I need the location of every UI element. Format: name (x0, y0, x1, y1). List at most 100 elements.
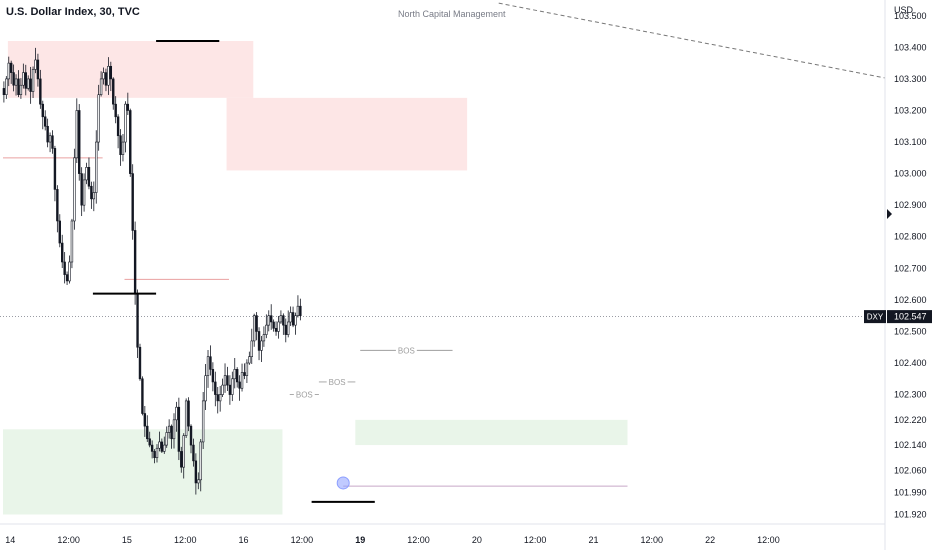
candle-body (260, 340, 263, 351)
candle-body (201, 400, 205, 443)
time-tick-label: 12:00 (407, 535, 430, 545)
candle-body (143, 413, 147, 427)
swing-low-marker[interactable] (336, 476, 350, 490)
currency-unit: USD (894, 5, 914, 15)
price-tick-label: 102.140 (894, 440, 927, 450)
candle-body (238, 381, 241, 389)
candle-body (248, 356, 251, 364)
price-tick-label: 102.700 (894, 263, 927, 273)
price-tick-label: 103.300 (894, 74, 927, 84)
candle-body (214, 381, 217, 395)
time-tick-label: 12:00 (174, 535, 197, 545)
candle-body (14, 78, 18, 86)
candle-body (274, 327, 278, 332)
candle-body (296, 305, 300, 316)
candle-body (126, 103, 130, 111)
candle-body (189, 425, 193, 446)
candle-body (109, 65, 113, 80)
bos-label: BOS (296, 391, 313, 400)
candle-body (226, 375, 229, 386)
candle-body (155, 447, 159, 459)
candle-body (211, 369, 215, 383)
candle-body (206, 356, 210, 376)
candle-body (114, 103, 117, 118)
price-tick-label: 103.100 (894, 137, 927, 147)
candle-body (68, 261, 71, 282)
candle-body (131, 173, 134, 231)
time-tick-label: 19 (355, 535, 365, 545)
candle-body (19, 84, 23, 95)
candle-body (73, 157, 76, 222)
candle-body (287, 321, 290, 335)
candle-body (272, 321, 275, 329)
candle-body (255, 315, 258, 332)
axis-scroll-arrow-icon[interactable] (887, 209, 892, 219)
candle-body (163, 444, 166, 452)
candle-body (184, 400, 188, 436)
candle-body (46, 125, 49, 143)
candle-body (250, 340, 253, 357)
candle-body (82, 179, 86, 206)
symbol-title: U.S. Dollar Index, 30, TVC (6, 6, 140, 18)
candle-body (124, 103, 127, 143)
candle-body (243, 372, 246, 376)
candles (2, 47, 302, 495)
time-tick-label: 15 (122, 535, 132, 545)
symbol-tag: DXY (867, 313, 884, 322)
candle-body (65, 274, 69, 282)
candle-body (75, 110, 79, 159)
candle-body (51, 135, 54, 149)
candle-body (87, 167, 91, 187)
candle-body (277, 321, 280, 332)
price-tick-label: 102.220 (894, 415, 927, 425)
candle-body (97, 94, 100, 143)
candle-body (2, 88, 6, 95)
candle-body (39, 78, 42, 105)
time-tick-label: 12:00 (524, 535, 547, 545)
candle-body (199, 441, 202, 481)
candle-body (172, 419, 176, 440)
candle-body (70, 220, 74, 263)
candle-body (112, 78, 115, 105)
candle-body (228, 384, 232, 395)
candle-body (267, 315, 270, 326)
candle-body (99, 78, 103, 95)
candle-body (22, 72, 25, 86)
candle-body (61, 242, 64, 263)
candle-body (182, 435, 185, 468)
candle-body (36, 59, 40, 80)
candle-body (257, 331, 261, 351)
candle-body (56, 189, 59, 222)
candle-body (146, 425, 149, 440)
candle-body (289, 312, 292, 323)
candle-body (170, 425, 173, 440)
candle-body (95, 141, 98, 193)
candle-body (90, 185, 93, 200)
candle-body (92, 192, 96, 200)
candle-body (235, 369, 239, 383)
candle-body (107, 65, 110, 86)
candle-body (177, 406, 181, 452)
candle-body (252, 315, 256, 342)
time-tick-label: 12:00 (291, 535, 314, 545)
candle-body (148, 438, 151, 446)
candle-body (265, 324, 268, 335)
candle-body (34, 59, 37, 70)
candle-body (5, 78, 8, 95)
bos-label: BOS (398, 346, 415, 355)
time-tick-label: 16 (239, 535, 249, 545)
candle-body (104, 72, 108, 86)
price-tick-label: 102.500 (894, 326, 927, 336)
candle-body (17, 78, 20, 95)
supply-zone-1 (226, 97, 468, 171)
candle-body (291, 312, 295, 326)
price-tick-label: 102.600 (894, 295, 927, 305)
trend-line[interactable] (498, 2, 890, 79)
candle-body (85, 167, 88, 181)
plot-area: BOS BOS BOS (0, 2, 890, 515)
demand-zone-3 (355, 419, 628, 446)
candle-body (80, 173, 83, 206)
candle-body (9, 62, 13, 73)
candle-body (7, 62, 10, 80)
